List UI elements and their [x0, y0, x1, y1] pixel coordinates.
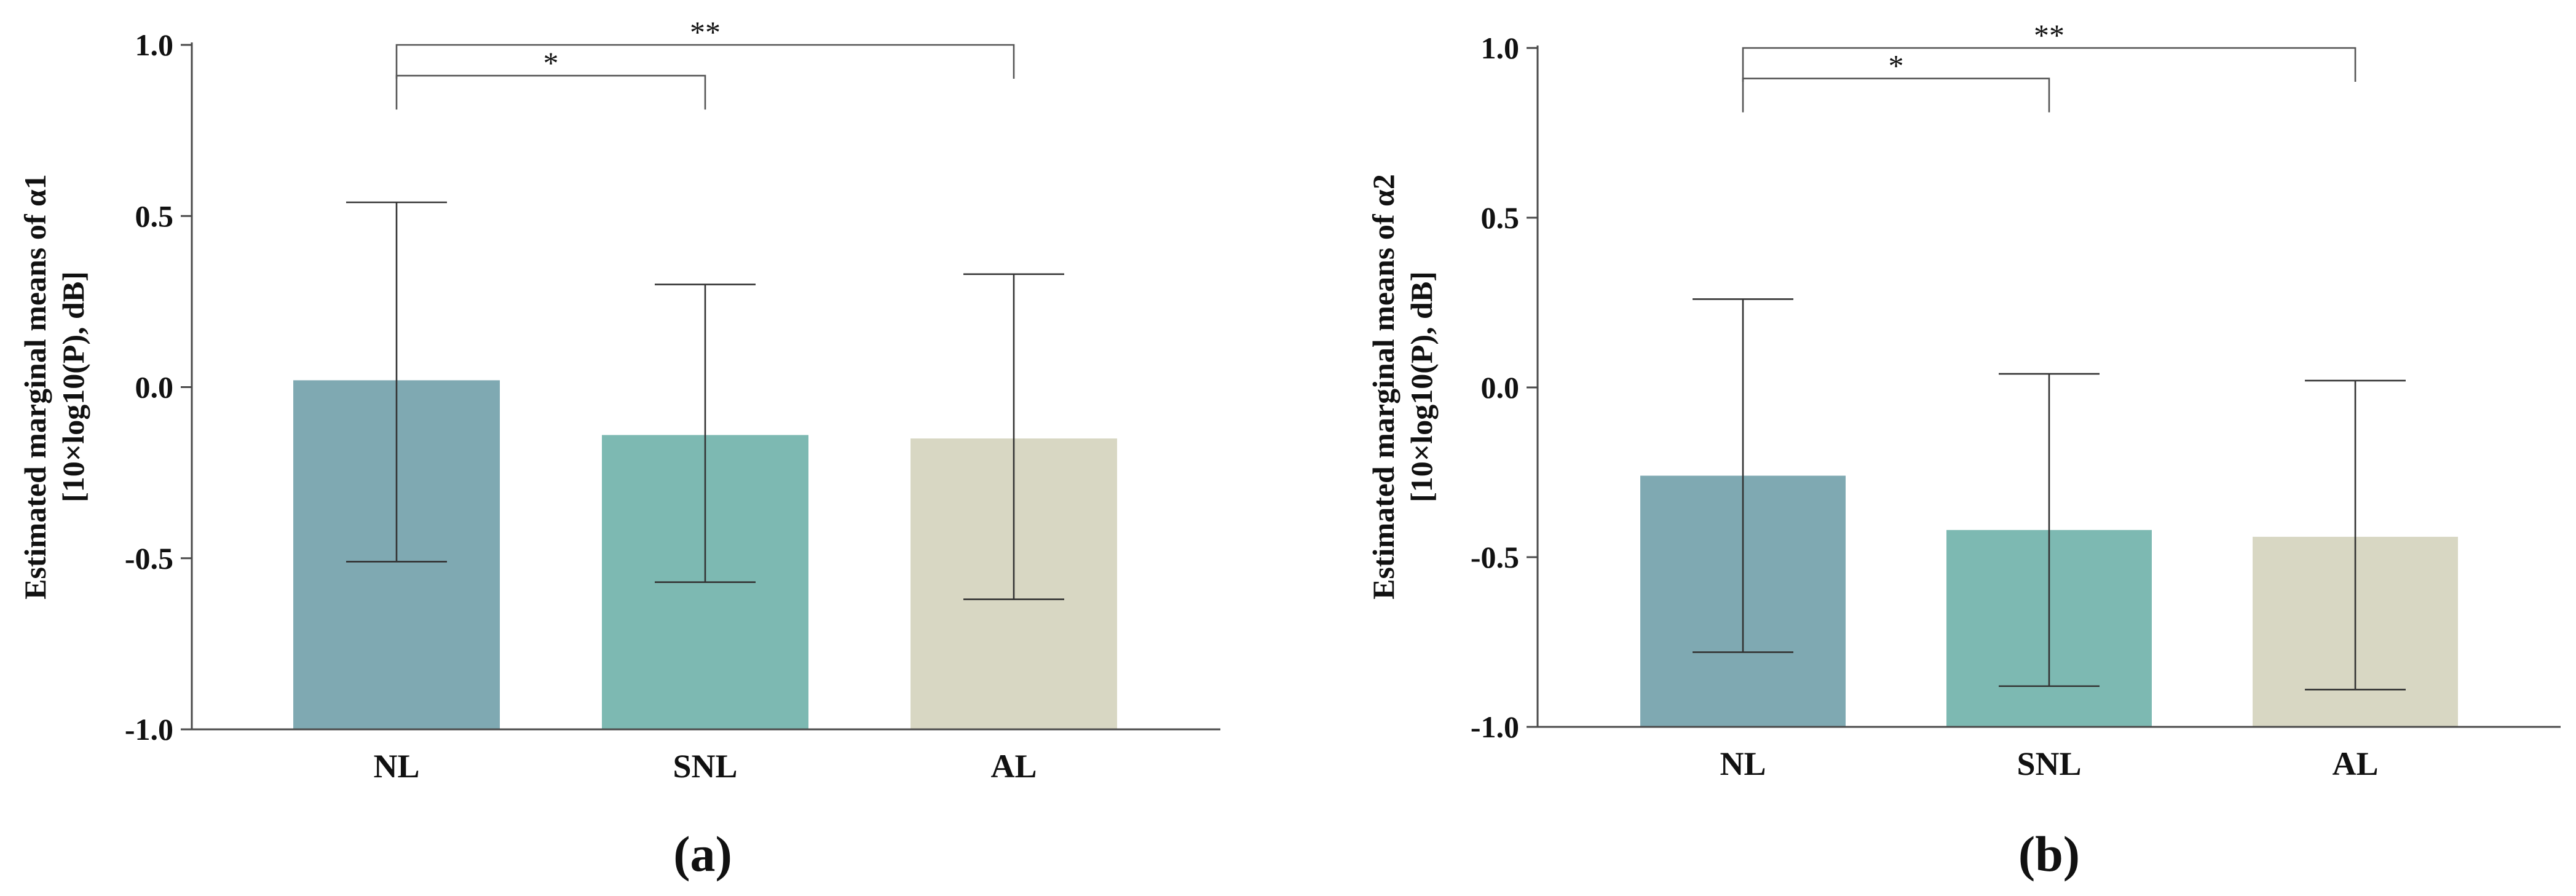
panel-a-significance-bracket-1 [395, 74, 706, 110]
panel-b-significance-label-2: ** [2034, 18, 2064, 52]
panel-b-y-axis-title-line-1: Estimated marginal means of α2 [1366, 174, 1401, 600]
panel-a-x-tick-label-al: AL [990, 748, 1037, 785]
panel-b-x-tick-label-al: AL [2332, 745, 2378, 782]
panel-a-significance-label-2: ** [690, 15, 721, 49]
panel-b-label: (b) [2018, 826, 2080, 882]
panel-a-significance-bracket-2 [395, 44, 1015, 79]
panel-a-x-tick-label-snl: SNL [673, 748, 737, 785]
panel-b-y-tick-label: 0.5 [1481, 200, 1520, 235]
panel-b-significance-bracket-2 [1742, 47, 2357, 82]
panel-b-x-tick-label-nl: NL [1720, 745, 1766, 782]
panel-a-significance-label-1: * [543, 46, 559, 80]
panel-a-y-tick-label: -1.0 [125, 712, 173, 747]
panel-b-y-tick-label: -0.5 [1471, 540, 1519, 574]
panel-b-significance-bracket-1 [1742, 77, 2050, 113]
panel-b-y-axis-title-line-2: [10×log10(P), dB] [1404, 271, 1439, 502]
panel-b-y-tick-label: -1.0 [1471, 710, 1519, 744]
panel-b-y-tick-label: 1.0 [1481, 31, 1520, 65]
panel-a-y-tick-label: 0.5 [135, 199, 174, 233]
panel-b-x-tick-label-snl: SNL [2017, 745, 2081, 782]
panel-a-y-tick-label: 1.0 [135, 28, 174, 62]
panel-a-y-axis-title-line-2: [10×log10(P), dB] [56, 271, 90, 502]
panel-a-y-tick-label: -0.5 [125, 541, 173, 576]
panel-b-significance-label-1: * [1889, 49, 1904, 83]
panel-a-y-tick-label: 0.0 [135, 370, 174, 405]
panel-a-label: (a) [673, 826, 732, 882]
panel-b-y-tick-label: 0.0 [1481, 370, 1520, 405]
panel-a-y-axis-title-line-1: Estimated marginal means of α1 [18, 174, 52, 600]
panel-a-x-tick-label-nl: NL [373, 748, 419, 785]
